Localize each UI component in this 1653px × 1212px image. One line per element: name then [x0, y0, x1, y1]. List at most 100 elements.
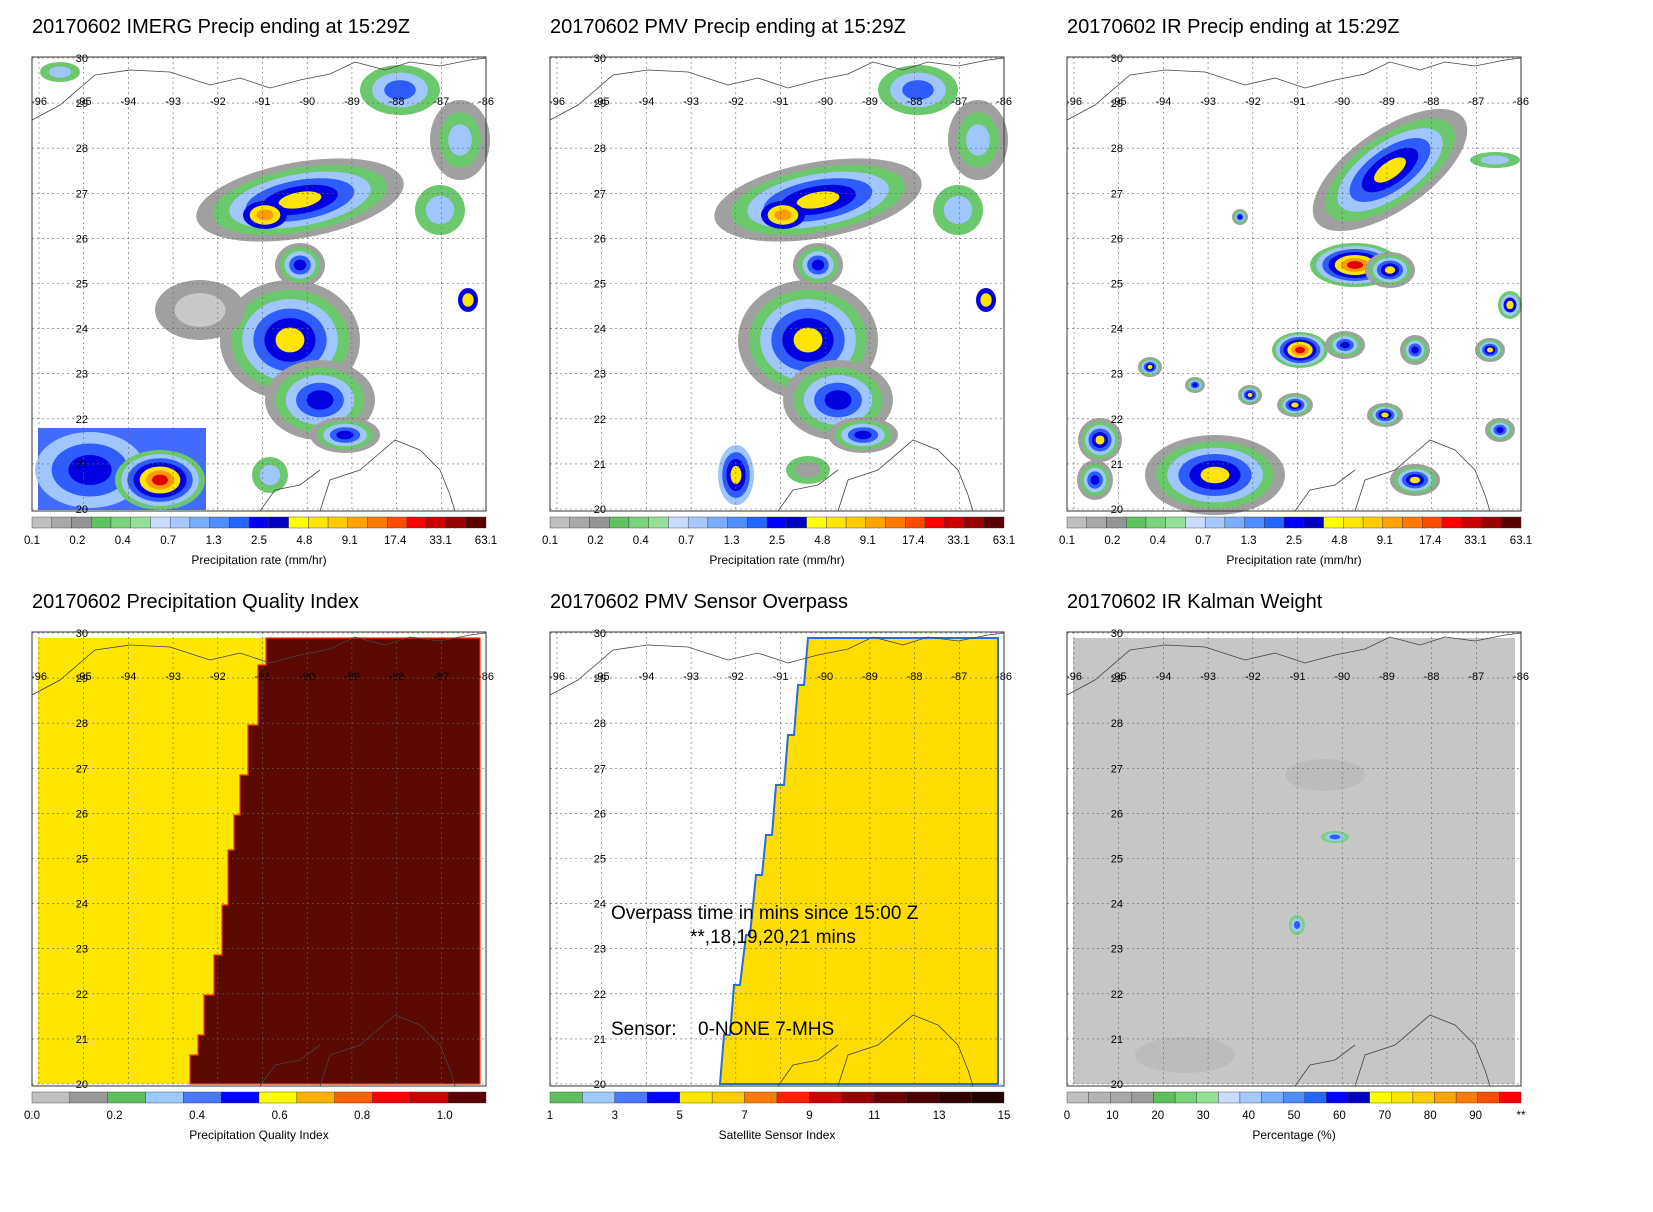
precip-cell	[943, 195, 973, 225]
precip-cell	[151, 474, 169, 486]
precip-cell	[902, 80, 934, 100]
colorbar-swatch	[1343, 516, 1364, 529]
colorbar-swatch	[668, 516, 689, 529]
map-grid: -96 -95 -94 -93 -92 -91 -90 -89 -88 -87 -862021222…	[31, 53, 494, 516]
colorbar-tick-label: 9	[806, 1110, 812, 1122]
coastline-yucatan	[1354, 439, 1491, 512]
lon-tick-label: -95	[594, 96, 610, 108]
lat-tick-label: 24	[76, 899, 88, 911]
lon-tick-label: -92	[1245, 96, 1261, 108]
colorbar-tick-label: 9.1	[1377, 535, 1393, 547]
colorbar-title: Percentage (%)	[1252, 1128, 1335, 1142]
precip-cell	[1346, 261, 1364, 269]
colorbar-swatch	[1441, 516, 1462, 529]
panel-kalman-weight: 20170602 IR Kalman Weight -96 -95 -94 -93 -9…	[1035, 575, 1565, 1155]
precip-cell	[793, 327, 823, 353]
colorbar-swatch	[766, 516, 788, 529]
colorbar-tick-label: 0.4	[189, 1110, 206, 1122]
precip-cell	[1291, 402, 1299, 408]
lat-tick-label: 22	[594, 414, 606, 426]
colorbar-swatch	[1461, 516, 1482, 529]
panel-title: 20170602 IMERG Precip ending at 15:29Z	[32, 16, 411, 38]
colorbar-swatch	[1434, 1091, 1457, 1104]
colorbar-tick-label: 0.6	[272, 1110, 288, 1122]
colorbar-swatch	[1106, 516, 1127, 529]
colorbar-swatch	[268, 516, 289, 529]
lat-tick-label: 27	[1111, 763, 1123, 775]
lon-tick-label: -91	[773, 671, 789, 683]
colorbar-swatch	[944, 516, 965, 529]
colorbar-swatch	[1347, 1091, 1370, 1104]
colorbar-tick-label: 0.2	[107, 1110, 123, 1122]
precip-cell	[1506, 300, 1514, 310]
colorbar-tick-label: 0	[1064, 1110, 1070, 1122]
lat-tick-label: 21	[594, 1034, 606, 1046]
colorbar-tick-label: 30	[1197, 1110, 1210, 1122]
lon-tick-label: -93	[683, 96, 699, 108]
colorbar-swatch	[647, 1091, 680, 1104]
coastline-yucatan	[837, 1014, 974, 1087]
colorbar-swatch	[711, 1091, 745, 1104]
colorbar-tick-label: 0.0	[24, 1110, 40, 1122]
colorbar-swatch	[1481, 516, 1502, 529]
colorbar-tick-label: 90	[1469, 1110, 1482, 1122]
map-frame	[549, 56, 1005, 512]
precip-cell	[1381, 412, 1389, 418]
map-plot: Overpass time in mins since 15:00 Z **,1…	[547, 628, 1012, 1142]
colorbar-tick-label: 0.4	[633, 535, 650, 547]
colorbar-swatch	[1066, 516, 1087, 529]
colorbar-swatch	[841, 1091, 875, 1104]
colorbar-swatch	[107, 1091, 146, 1104]
colorbar-tick-label: 33.1	[1464, 535, 1486, 547]
colorbar-swatch	[1303, 516, 1324, 529]
lat-tick-label: 23	[76, 369, 88, 381]
colorbar-tick-label: 0.4	[115, 535, 132, 547]
colorbar-swatch	[31, 1091, 71, 1104]
colorbar-tick-label: 0.7	[678, 535, 694, 547]
precip-cell	[1135, 1037, 1235, 1073]
colorbar-swatch	[288, 516, 309, 529]
colorbar-swatch	[31, 516, 52, 529]
colorbar-swatch	[1422, 516, 1443, 529]
lat-tick-label: 22	[1111, 989, 1123, 1001]
colorbar-swatch	[1323, 516, 1344, 529]
lat-tick-label: 23	[594, 944, 606, 956]
colorbar-swatch	[183, 1091, 222, 1104]
colorbar-title: Precipitation rate (mm/hr)	[191, 553, 326, 567]
colorbar-swatch	[1261, 1091, 1284, 1104]
lon-tick-label: -96	[1066, 671, 1082, 683]
sensor-label: Sensor:	[611, 1019, 676, 1040]
precip-cell	[774, 209, 792, 221]
map-frame	[31, 56, 487, 512]
colorbar-swatch	[964, 516, 985, 529]
colorbar-swatch	[169, 516, 191, 529]
lat-tick-label: 28	[594, 718, 606, 730]
colorbar-swatch	[308, 516, 329, 529]
colorbar: 0.1 0.2 0.4 0.7 1.3 2.5 4.8 9.1 17.4 33.1 63.1 Prec…	[1059, 516, 1532, 567]
lon-tick-label: -88	[907, 671, 923, 683]
colorbar-swatch	[1174, 1091, 1197, 1104]
lon-tick-label: -87	[1468, 96, 1484, 108]
lon-tick-label: -96	[549, 96, 565, 108]
lon-tick-label: -91	[255, 671, 271, 683]
coastline-mexico	[1294, 469, 1356, 512]
colorbar-tick-label: 33.1	[429, 535, 451, 547]
colorbar-tick-label: 63.1	[1510, 535, 1532, 547]
colorbar-swatch	[466, 516, 487, 529]
colorbar-swatch	[372, 1091, 411, 1104]
precip-cell	[1095, 435, 1105, 445]
colorbar-tick-label: **	[1517, 1110, 1526, 1122]
colorbar-swatch	[1369, 1091, 1392, 1104]
lat-tick-label: 30	[1111, 628, 1123, 640]
colorbar-tick-label: 0.1	[1059, 535, 1075, 547]
lat-tick-label: 25	[1111, 854, 1123, 866]
lon-tick-label: -96	[1066, 96, 1082, 108]
lat-tick-label: 29	[76, 673, 88, 685]
colorbar-swatch	[447, 1091, 487, 1104]
coastline-mexico	[777, 469, 839, 512]
colorbar-swatch	[69, 1091, 108, 1104]
panel-sensor-overpass: 20170602 PMV Sensor Overpass Overpass ti…	[518, 575, 1048, 1155]
lon-tick-label: -90	[817, 96, 833, 108]
lat-tick-label: 24	[594, 899, 606, 911]
colorbar-swatch	[1501, 516, 1522, 529]
